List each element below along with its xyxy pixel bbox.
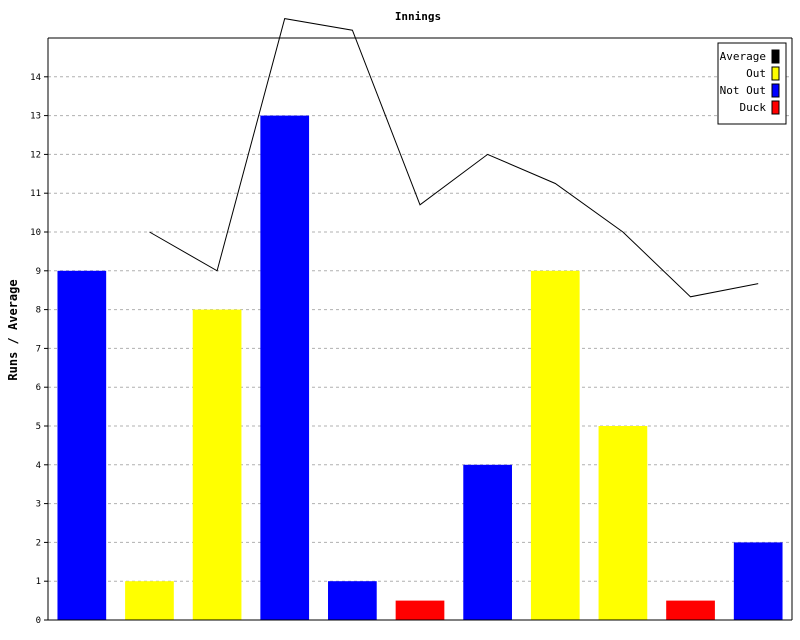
legend: Average Out Not Out Duck	[717, 42, 787, 125]
y-tick-label: 3	[36, 500, 41, 510]
chart-title: Innings	[395, 10, 441, 23]
bar-not-out	[463, 464, 512, 620]
y-tick-label: 8	[36, 306, 41, 316]
y-tick-label: 11	[30, 189, 41, 199]
legend-swatch	[771, 49, 780, 64]
bar-not-out	[733, 542, 783, 620]
bar-not-out	[260, 115, 310, 620]
bar-out	[530, 270, 580, 620]
y-axis-label: Runs / Average	[6, 279, 20, 380]
average-line	[149, 18, 759, 298]
series-line-average	[149, 18, 759, 298]
y-tick-label: 2	[36, 538, 41, 548]
bar-out	[598, 426, 648, 620]
y-tick-label: 6	[36, 383, 41, 393]
y-tick-label: 1	[36, 577, 41, 587]
bar-duck	[395, 600, 445, 620]
legend-label: Out	[746, 67, 766, 80]
bar-out	[125, 581, 174, 620]
legend-label: Not Out	[720, 84, 766, 97]
legend-label: Average	[720, 50, 766, 63]
y-tick-label: 14	[30, 73, 41, 83]
y-tick-label: 13	[30, 112, 41, 122]
y-tick-label: 12	[30, 150, 41, 160]
bar-out	[192, 309, 242, 620]
y-tick-label: 0	[36, 616, 41, 626]
legend-swatch	[771, 100, 780, 115]
legend-swatch	[771, 83, 780, 98]
bar-not-out	[57, 270, 107, 620]
grid-lines	[48, 76, 792, 582]
legend-label: Duck	[740, 101, 767, 114]
y-tick-label: 7	[36, 344, 41, 354]
y-tick-label: 4	[36, 461, 41, 471]
bar-duck	[666, 600, 715, 620]
y-tick-label: 9	[36, 267, 41, 277]
bars	[57, 115, 783, 620]
y-tick-label: 5	[36, 422, 41, 432]
legend-swatch	[771, 66, 780, 81]
y-tick-label: 10	[30, 228, 41, 238]
bar-not-out	[328, 581, 377, 620]
